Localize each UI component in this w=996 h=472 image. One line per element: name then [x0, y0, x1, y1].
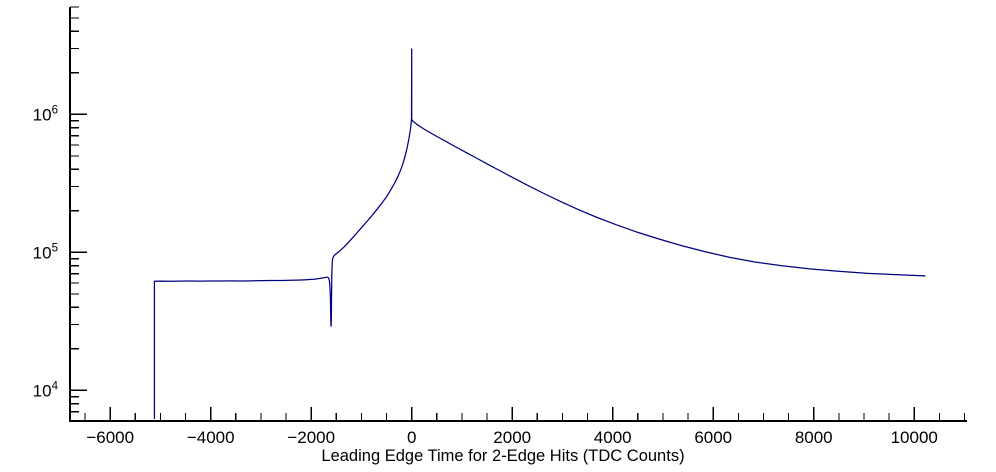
x-tick-label: 8000 [795, 428, 833, 447]
x-tick-label: −4000 [187, 428, 235, 447]
x-tick-label: −6000 [86, 428, 134, 447]
x-tick-label: −2000 [287, 428, 335, 447]
series-line-leading-edge-time [153, 48, 926, 420]
plot-axes [69, 7, 967, 422]
x-axis-ticks [84, 407, 966, 421]
x-tick-label: 2000 [493, 428, 531, 447]
y-axis-tick-labels: 104 105 106 [33, 104, 59, 400]
y-tick-label: 106 [33, 104, 58, 124]
x-tick-label: 6000 [694, 428, 732, 447]
x-axis-tick-labels: −6000 −4000 −2000 0 2000 4000 6000 8000 10000 [86, 428, 938, 447]
y-axis-ticks [70, 6, 87, 422]
y-tick-label: 104 [33, 380, 59, 400]
x-tick-label: 10000 [891, 428, 938, 447]
x-axis-title: Leading Edge Time for 2-Edge Hits (TDC C… [321, 447, 684, 465]
y-tick-label: 105 [33, 242, 58, 262]
data-series-group [153, 48, 926, 420]
x-tick-label: 4000 [594, 428, 632, 447]
x-tick-label: 0 [407, 428, 416, 447]
